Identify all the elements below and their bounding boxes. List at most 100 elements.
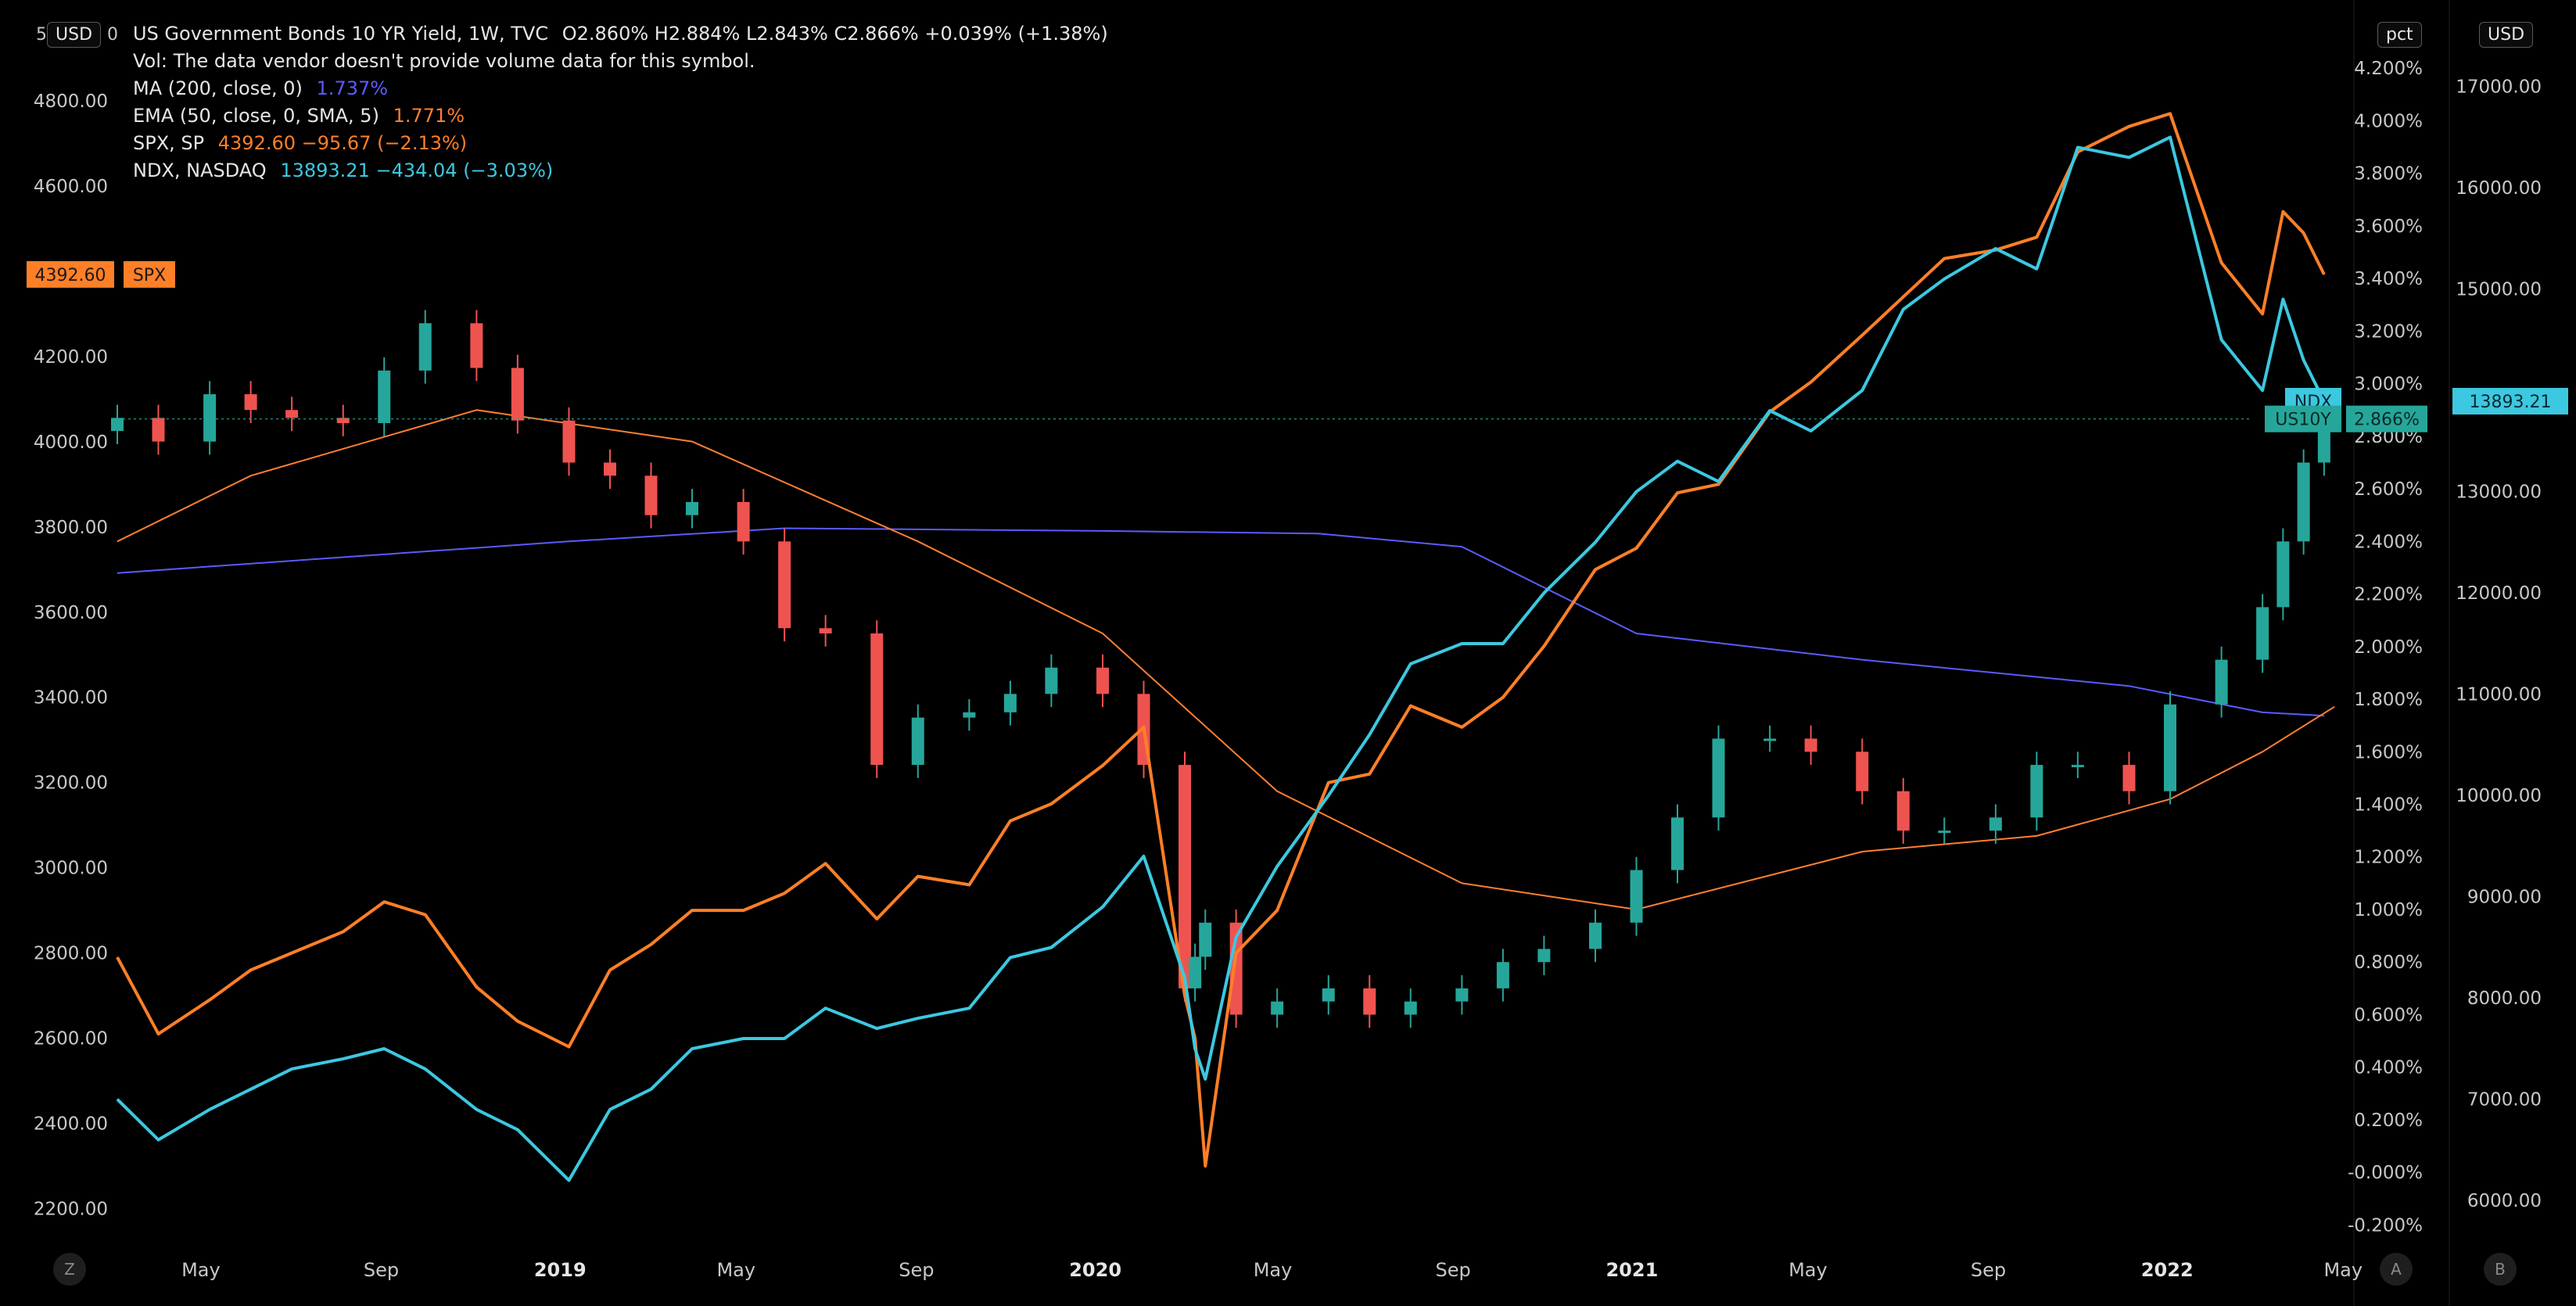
left-axis-tick-label: 3600.00: [34, 603, 108, 623]
ndx-point: [1718, 481, 1719, 483]
candle-body: [778, 541, 791, 629]
left-axis-tick-label: 2200.00: [34, 1200, 108, 1220]
pct-axis-tick-label: 0.400%: [2354, 1058, 2423, 1078]
candle-body: [2164, 704, 2176, 791]
us10y-candles: [111, 310, 2330, 1028]
x-tick-label: Sep: [364, 1259, 399, 1281]
candle-body: [1003, 694, 1017, 712]
zoom-reset-button[interactable]: Z: [53, 1253, 86, 1286]
spx-point: [1276, 910, 1278, 911]
legend-ema-value: 1.771%: [393, 105, 465, 127]
candle-body: [152, 418, 165, 442]
ema-point: [2036, 835, 2037, 837]
spx-point: [1369, 773, 1370, 775]
pct-axis-tick-label: 1.800%: [2354, 690, 2423, 710]
legend-vol: Vol: The data vendor doesn't provide vol…: [133, 50, 755, 72]
candle-body: [1938, 831, 1951, 834]
spx-point: [117, 956, 118, 958]
left-axis-partial-label: 5: [36, 25, 47, 45]
spx-point: [1050, 803, 1052, 805]
ndx-point: [1204, 1078, 1206, 1080]
candle-body: [1712, 738, 1725, 818]
candle-body: [1804, 738, 1817, 752]
spx-point: [2221, 262, 2223, 264]
auto-scale-b-button[interactable]: B: [2484, 1253, 2517, 1286]
candle-body: [1856, 752, 1869, 791]
candle-body: [378, 370, 391, 424]
left-axis-tick-label: 4800.00: [34, 91, 108, 112]
spx-point: [968, 884, 970, 885]
right-axis-tick-label: 6000.00: [2467, 1191, 2542, 1211]
candle-body: [1096, 667, 1109, 694]
ndx-point: [1861, 389, 1863, 391]
spx-point: [1543, 645, 1545, 647]
legend-ema-row[interactable]: EMA (50, close, 0, SMA, 5) 1.771%: [133, 102, 1108, 130]
spx-point: [691, 910, 693, 911]
legend-ndx-value: 13893.21 −434.04 (−3.03%): [280, 160, 554, 181]
ndx-point: [2221, 339, 2223, 340]
pct-axis-tick-label: 2.400%: [2354, 532, 2423, 552]
spx-path: [116, 112, 2326, 1168]
candle-body: [1363, 988, 1376, 1015]
spx-symbol-tag-bg: [124, 260, 175, 288]
candle-body: [963, 712, 976, 718]
spx-price-tag-value: 4392.60: [35, 266, 106, 285]
legend-ndx-label: NDX, NASDAQ: [133, 160, 267, 181]
ndx-point: [1943, 278, 1945, 280]
ndx-point: [475, 1109, 477, 1110]
auto-scale-a-button[interactable]: A: [2380, 1253, 2413, 1286]
right-axis-tick-label: 11000.00: [2456, 685, 2542, 705]
pct-axis-tick-label: 0.800%: [2354, 953, 2423, 973]
candle-body: [203, 394, 217, 442]
pct-axis-tick-label: 1.600%: [2354, 742, 2423, 762]
right-axis-tick-label: 7000.00: [2467, 1090, 2542, 1110]
spx-point: [475, 986, 477, 988]
candle-body: [244, 394, 257, 411]
legend-ndx-row[interactable]: NDX, NASDAQ 13893.21 −434.04 (−3.03%): [133, 157, 1108, 185]
x-tick-label: 2019: [534, 1259, 587, 1281]
candle-body: [1404, 1001, 1417, 1015]
ndx-point: [1194, 1048, 1196, 1049]
ema-point: [250, 475, 252, 476]
pct-axis-unit-button[interactable]: pct: [2377, 22, 2422, 48]
pct-axis-tick-label: 3.400%: [2354, 269, 2423, 289]
candle-body: [2071, 765, 2084, 768]
left-axis-partial-label-tail: 0: [107, 25, 118, 45]
candle-body: [111, 418, 124, 432]
candle-body: [418, 323, 432, 371]
candle-body: [1179, 765, 1191, 988]
x-tick-label: May: [181, 1259, 221, 1281]
x-tick-label: Sep: [899, 1259, 934, 1281]
ma-point: [117, 572, 118, 574]
ndx-point: [1636, 491, 1637, 493]
ema-point: [2334, 706, 2335, 708]
candle-body: [911, 717, 924, 766]
right-axis-currency-button[interactable]: USD: [2479, 22, 2534, 48]
right-axis-tick-label: 12000.00: [2456, 583, 2542, 604]
pct-axis-tick-label: 3.800%: [2354, 164, 2423, 185]
x-tick-label: 2020: [1069, 1259, 1121, 1281]
ndx-point: [383, 1048, 385, 1049]
x-tick-label: Sep: [1436, 1259, 1471, 1281]
candle-body: [1045, 667, 1058, 694]
legend-title-row: US Government Bonds 10 YR Yield, 1W, TVC…: [133, 20, 1108, 48]
ema-50-line: [117, 409, 2335, 910]
candle-body: [644, 475, 658, 515]
legend-spx-value: 4392.60 −95.67 (−2.13%): [217, 132, 468, 154]
candle-body: [2297, 462, 2310, 542]
pct-axis-tick-label: 3.600%: [2354, 217, 2423, 237]
left-axis-currency-button[interactable]: USD: [47, 22, 102, 48]
axes: May Sep 2019 May Sep 2020 May Sep 2021 May Sep 2022…: [34, 0, 2542, 1306]
legend-ma-row[interactable]: MA (200, close, 0) 1.737%: [133, 75, 1108, 102]
legend-spx-row[interactable]: SPX, SP 4392.60 −95.67 (−2.13%): [133, 130, 1108, 157]
candle-body: [819, 628, 832, 633]
spx-point: [1204, 1165, 1206, 1167]
left-axis-tick-label: 2600.00: [34, 1029, 108, 1049]
ndx-point: [2169, 136, 2171, 138]
ndx-line: [116, 135, 2326, 1182]
candle-body: [562, 420, 576, 463]
pct-axis-tick-label: 2.000%: [2354, 637, 2423, 658]
ndx-point: [917, 1017, 919, 1019]
